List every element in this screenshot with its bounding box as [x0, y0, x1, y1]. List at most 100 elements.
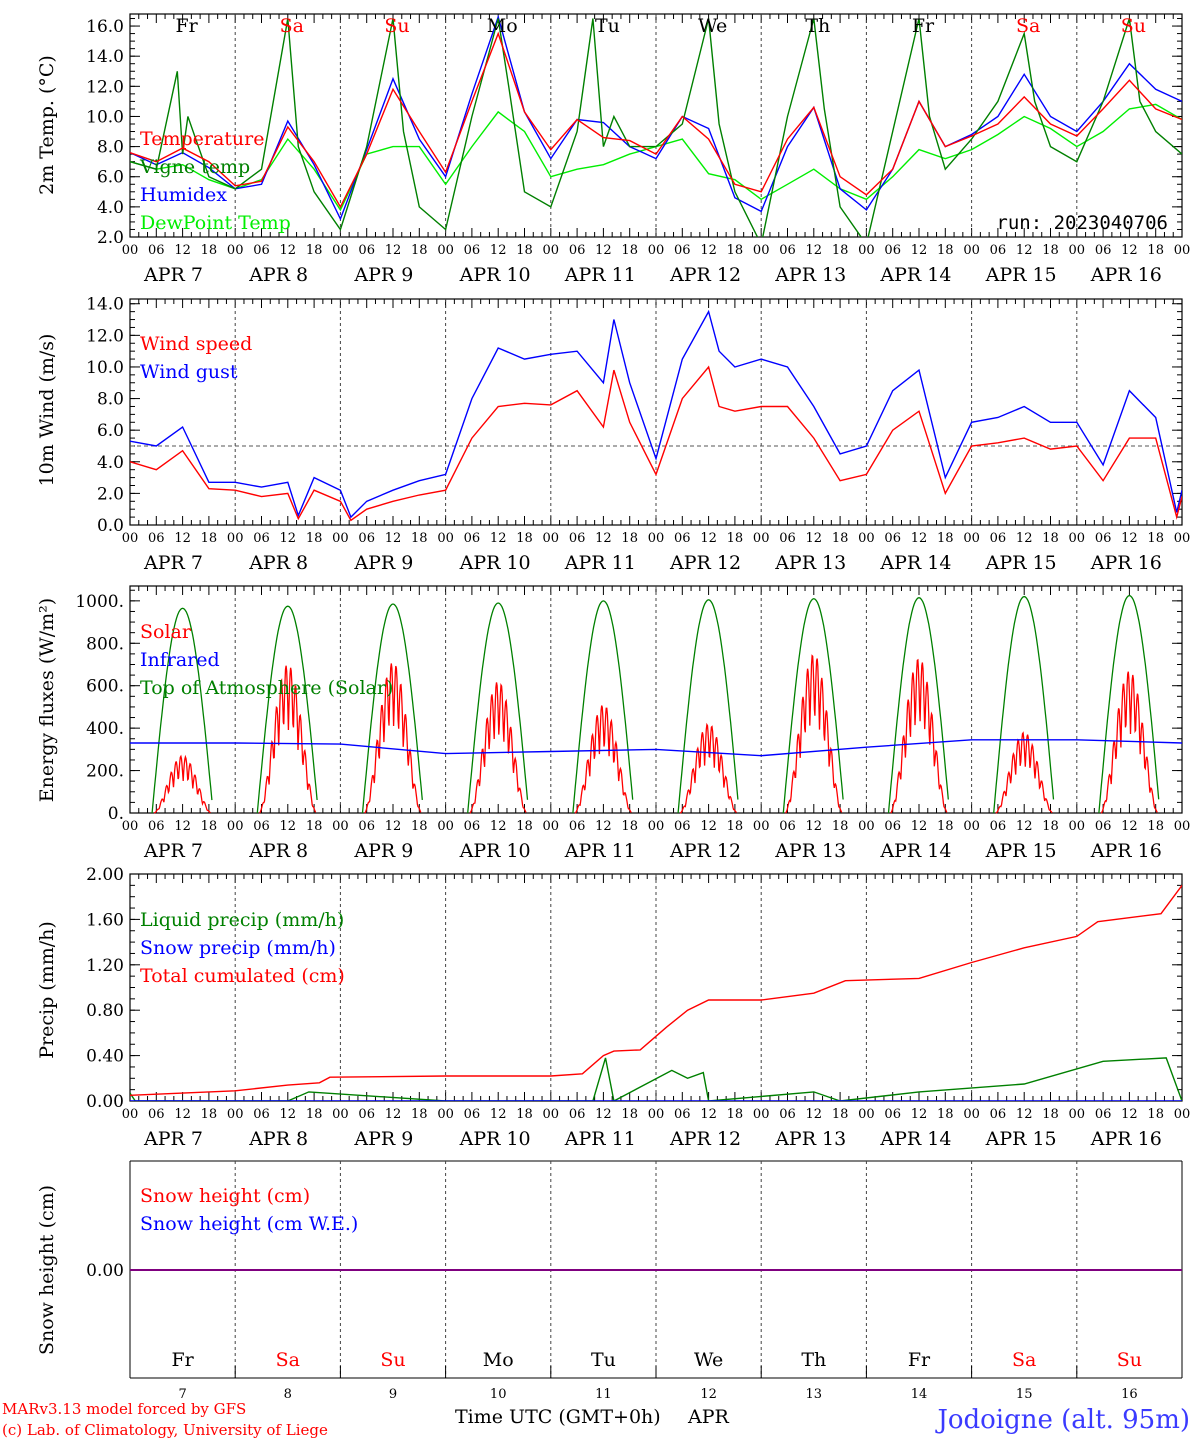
y-axis-label: Snow height (cm) [36, 1185, 58, 1355]
hour-label: 12 [174, 1107, 191, 1122]
solar-curve [364, 663, 422, 814]
hour-label: 00 [753, 1107, 770, 1122]
day-name-bottom: Tu [591, 1349, 616, 1371]
legend-entry: Solar [140, 621, 192, 643]
day-name-bottom: Su [1117, 1349, 1142, 1371]
hour-label: 18 [937, 1107, 954, 1122]
hour-label: 06 [464, 531, 481, 546]
x-axis-month: APR [687, 1406, 730, 1428]
hour-label: 12 [490, 1107, 507, 1122]
legend-entry: Wind speed [140, 333, 252, 355]
hour-label: 18 [411, 243, 428, 258]
y-tick-label: 10.0 [86, 358, 124, 378]
hour-label: 06 [674, 1107, 691, 1122]
station-name: Jodoigne (alt. 95m) [934, 1405, 1190, 1435]
hour-label: 00 [122, 531, 139, 546]
day-number: 14 [911, 1387, 928, 1402]
solar-curve [890, 658, 948, 814]
hour-label: 00 [543, 243, 560, 258]
hour-label: 00 [227, 243, 244, 258]
hour-label: 00 [858, 1107, 875, 1122]
hour-label: 12 [806, 1107, 823, 1122]
date-label: APR 8 [248, 264, 308, 286]
hour-label: 18 [832, 819, 849, 834]
hour-label: 18 [1042, 243, 1059, 258]
y-axis-label: Precip (mm/h) [36, 921, 58, 1059]
day-name-bottom: We [694, 1349, 723, 1371]
legend-entry: Total cumulated (cm) [140, 965, 345, 987]
hour-label: 18 [832, 1107, 849, 1122]
date-label: APR 13 [774, 840, 846, 862]
y-tick-label: 200. [86, 762, 124, 782]
hour-label: 12 [280, 819, 297, 834]
hour-label: 12 [280, 243, 297, 258]
day-name-bottom: Su [380, 1349, 405, 1371]
hour-label: 00 [648, 531, 665, 546]
x-axis-labels-3: 00 06 12 18 00 06 12 18 00 06 12 18 00 06 12 18 00 06 12 18… [122, 819, 1191, 862]
hour-label: 00 [437, 531, 454, 546]
y-tick-label: 8.0 [97, 390, 124, 410]
y-tick-label: 4.0 [97, 198, 124, 218]
day-name-bottom: Th [801, 1349, 826, 1371]
hour-label: 12 [385, 1107, 402, 1122]
hour-label: 00 [122, 819, 139, 834]
date-label: APR 8 [248, 840, 308, 862]
date-label: APR 7 [143, 264, 203, 286]
hour-label: 00 [332, 819, 349, 834]
hour-label: 06 [569, 1107, 586, 1122]
date-label: APR 11 [564, 1128, 636, 1150]
day-number: 8 [284, 1387, 292, 1402]
solar-curve [259, 665, 317, 814]
date-label: APR 16 [1090, 840, 1162, 862]
credit-line-1: MARv3.13 model forced by GFS [2, 1400, 246, 1418]
hour-label: 18 [201, 1107, 218, 1122]
hour-label: 18 [306, 819, 323, 834]
toa-solar-curve [572, 600, 634, 814]
legend-entry: Humidex [140, 184, 227, 206]
hour-label: 12 [385, 531, 402, 546]
hour-label: 00 [437, 1107, 454, 1122]
hour-label: 18 [832, 243, 849, 258]
legend-entry: Snow height (cm W.E.) [140, 1213, 358, 1235]
hour-label: 00 [648, 243, 665, 258]
hour-label: 18 [516, 819, 533, 834]
hour-label: 06 [464, 243, 481, 258]
x-axis-labels-1: 00 06 12 18 00 06 12 18 00 06 12 18 00 06 12 18 00 06 12 18… [122, 243, 1191, 286]
hour-label: 06 [990, 1107, 1007, 1122]
day-number: 7 [178, 1387, 186, 1402]
solar-curve [785, 654, 843, 814]
x-axis-label: Time UTC (GMT+0h) [455, 1406, 661, 1428]
hour-label: 12 [1016, 531, 1033, 546]
day-name-top: We [698, 15, 727, 37]
y-axis-label: Energy fluxes (W/m²) [36, 598, 58, 802]
legend-entry: Temperature [140, 128, 264, 150]
hour-label: 06 [779, 243, 796, 258]
series-line-ff0000 [130, 365, 1182, 522]
hour-label: 00 [858, 531, 875, 546]
day-name-top: Su [1121, 15, 1146, 37]
solar-curve [469, 682, 527, 814]
hour-label: 18 [411, 531, 428, 546]
date-label: APR 15 [985, 1128, 1057, 1150]
hour-label: 18 [1042, 531, 1059, 546]
hour-label: 12 [595, 819, 612, 834]
hour-label: 00 [437, 819, 454, 834]
hour-label: 18 [621, 1107, 638, 1122]
hour-label: 06 [884, 243, 901, 258]
hour-label: 06 [674, 243, 691, 258]
solar-curve [574, 705, 632, 814]
y-tick-label: 400. [86, 719, 124, 739]
toa-solar-curve [677, 599, 739, 814]
panel-1: 2.0 4.0 6.0 8.0 10.0 12.0 14.0 16.0 2m Temp. (°C… [36, 13, 1183, 248]
toa-solar-curve [993, 595, 1055, 814]
day-name-bottom: Mo [483, 1349, 514, 1371]
y-tick-label: 0.80 [86, 1001, 124, 1021]
date-label: APR 9 [353, 840, 413, 862]
hour-label: 06 [569, 531, 586, 546]
hour-label: 18 [516, 531, 533, 546]
hour-label: 00 [963, 531, 980, 546]
day-number: 13 [806, 1387, 823, 1402]
hour-label: 12 [280, 1107, 297, 1122]
day-name-top: Sa [1016, 15, 1040, 37]
